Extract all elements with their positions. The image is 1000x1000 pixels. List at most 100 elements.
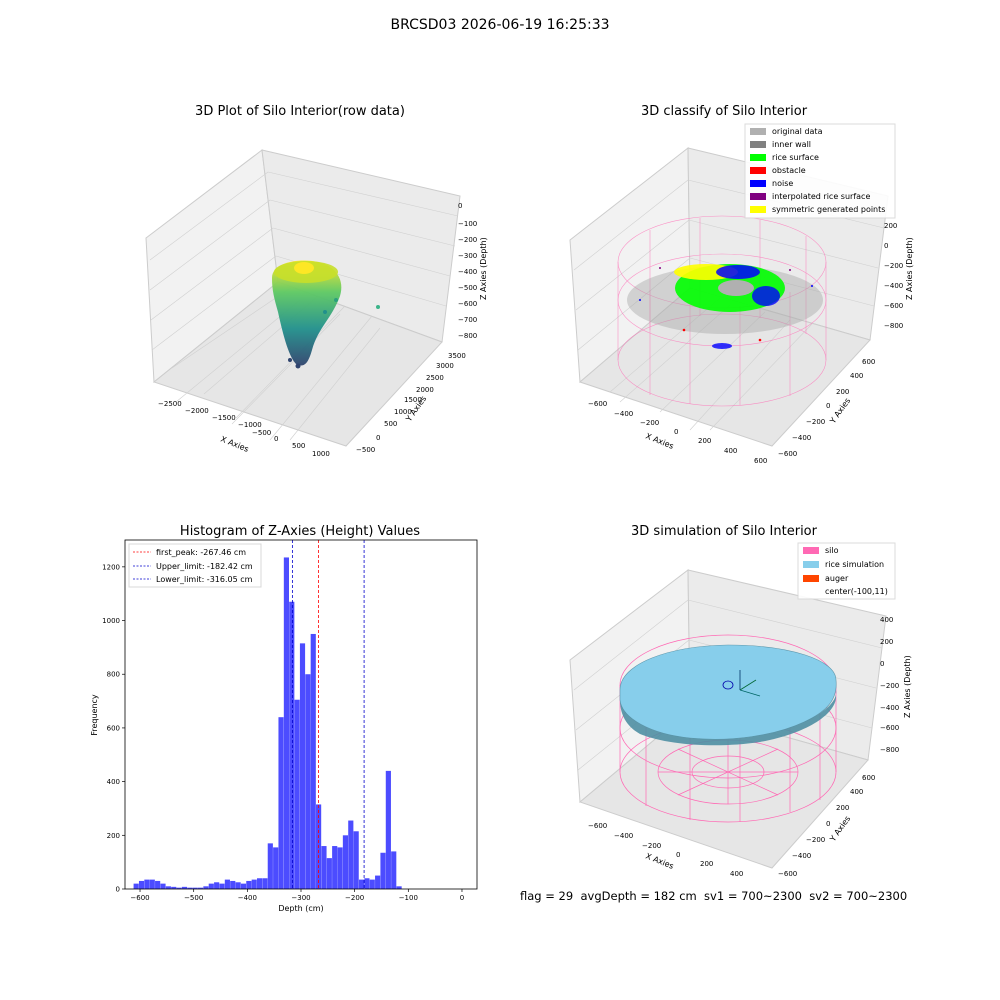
svg-text:0: 0 [676, 851, 680, 859]
svg-text:−400: −400 [792, 434, 811, 442]
svg-text:200: 200 [836, 804, 849, 812]
panel1-title: 3D Plot of Silo Interior(row data) [195, 104, 405, 119]
figure-suptitle: BRCSD03 2026-06-19 16:25:33 [390, 17, 610, 33]
hist-x-tick-label: −400 [238, 894, 257, 902]
legend-swatch [750, 154, 766, 161]
legend-label: first_peak: -267.46 cm [156, 548, 246, 557]
svg-text:2000: 2000 [416, 386, 434, 394]
hist-bar [364, 878, 370, 889]
svg-text:−200: −200 [642, 842, 661, 850]
svg-text:200: 200 [698, 437, 711, 445]
svg-text:200: 200 [836, 388, 849, 396]
hist-bar [251, 879, 257, 889]
legend-label: obstacle [772, 166, 806, 175]
panel2-title: 3D classify of Silo Interior [640, 104, 808, 119]
legend-label: symmetric generated points [772, 205, 885, 214]
panel2-floor-pane [579, 287, 871, 447]
legend-swatch [750, 206, 766, 213]
svg-text:200: 200 [700, 860, 713, 868]
hist-bar [369, 879, 375, 889]
panel2-gridlines [573, 179, 885, 431]
legend-label: rice surface [772, 153, 819, 162]
panel2-ylabel: Y Axies [828, 396, 853, 426]
hist-y-tick-label: 0 [116, 886, 120, 894]
legend-swatch [750, 167, 766, 174]
svg-text:0: 0 [884, 242, 888, 250]
panel4-zlabel: Z Axies (Depth) [903, 655, 912, 718]
hist-bar [192, 887, 198, 889]
hist-bar [133, 883, 139, 889]
hist-bar [358, 879, 365, 889]
legend-label: Upper_limit: -182.42 cm [156, 562, 253, 571]
hist-y-ticks: 0 200 400 600 800 1000 1200 [102, 563, 125, 894]
legend-label: noise [772, 179, 793, 188]
hist-bar [353, 831, 359, 889]
svg-text:400: 400 [850, 372, 863, 380]
svg-text:−800: −800 [458, 332, 477, 340]
legend-swatch [803, 547, 819, 554]
hist-bar [283, 557, 289, 889]
hist-x-tick-label: −100 [399, 894, 418, 902]
svg-text:−400: −400 [880, 704, 899, 712]
hist-bar [214, 882, 220, 889]
hist-bar [289, 601, 295, 889]
svg-text:−600: −600 [880, 724, 899, 732]
hist-bar [385, 770, 391, 889]
svg-text:0: 0 [458, 202, 462, 210]
legend-label: original data [772, 127, 823, 136]
svg-text:1000: 1000 [394, 408, 412, 416]
hist-bar [310, 633, 316, 889]
hist-bar [155, 880, 161, 889]
svg-text:0: 0 [880, 660, 884, 668]
svg-text:600: 600 [862, 358, 875, 366]
svg-text:3500: 3500 [448, 352, 466, 360]
panel4-axes3d: silo rice simulation auger center(-100,1… [569, 542, 912, 878]
svg-text:−400: −400 [614, 410, 633, 418]
hist-bar [278, 717, 284, 889]
panel1-zlabel: Z Axies (Depth) [479, 237, 488, 300]
hist-bar [171, 886, 177, 889]
panel4-xlabel: X Axies [644, 852, 675, 871]
panel2-z-ticks: 200 0 −200 −400 −600 −800 [884, 222, 903, 330]
panel4-floor-pane [578, 709, 869, 869]
hist-bar [224, 879, 230, 889]
svg-text:400: 400 [730, 870, 743, 878]
legend-swatch [750, 141, 766, 148]
hist-bar [219, 883, 225, 889]
hist-x-ticks: −600 −500 −400 −300 −200 −100 0 [130, 889, 464, 902]
panel4-legend: silo rice simulation auger center(-100,1… [797, 542, 896, 600]
svg-text:−600: −600 [588, 400, 607, 408]
panel3-title: Histogram of Z-Axies (Height) Values [179, 524, 421, 539]
hist-bar [138, 880, 145, 889]
svg-text:0: 0 [674, 428, 678, 436]
hist-bar [380, 852, 386, 889]
hist-x-tick-label: −200 [345, 894, 364, 902]
legend-label: silo [825, 546, 839, 555]
svg-text:1500: 1500 [404, 396, 422, 404]
svg-text:−200: −200 [640, 419, 659, 427]
svg-text:−400: −400 [792, 852, 811, 860]
footer-status: flag = 29 avgDepth = 182 cm sv1 = 700~23… [520, 889, 908, 903]
hist-y-tick-label: 800 [107, 671, 120, 679]
svg-text:−500: −500 [458, 284, 477, 292]
hist-x-tick-label: −600 [130, 894, 149, 902]
svg-text:500: 500 [384, 420, 397, 428]
svg-text:−1000: −1000 [238, 421, 262, 429]
svg-text:−200: −200 [806, 836, 825, 844]
panel3-histogram: −600 −500 −400 −300 −200 −100 0 0 200 400 600 800 1… [90, 539, 478, 913]
svg-text:−1500: −1500 [212, 414, 236, 422]
panel4-title: 3D simulation of Silo Interior [631, 524, 817, 539]
panel4-auger [722, 670, 761, 697]
panel4-z-ticks: 400 200 0 −200 −400 −600 −800 [880, 616, 899, 754]
svg-text:−100: −100 [458, 220, 477, 228]
panel2-xlabel: X Axies [644, 432, 675, 451]
hist-bar [337, 847, 343, 889]
svg-text:−800: −800 [884, 322, 903, 330]
panel2-axes3d: original data inner wall rice surface ob… [569, 123, 914, 465]
hist-xlabel: Depth (cm) [278, 904, 323, 913]
svg-text:−200: −200 [880, 682, 899, 690]
svg-text:−600: −600 [458, 300, 477, 308]
